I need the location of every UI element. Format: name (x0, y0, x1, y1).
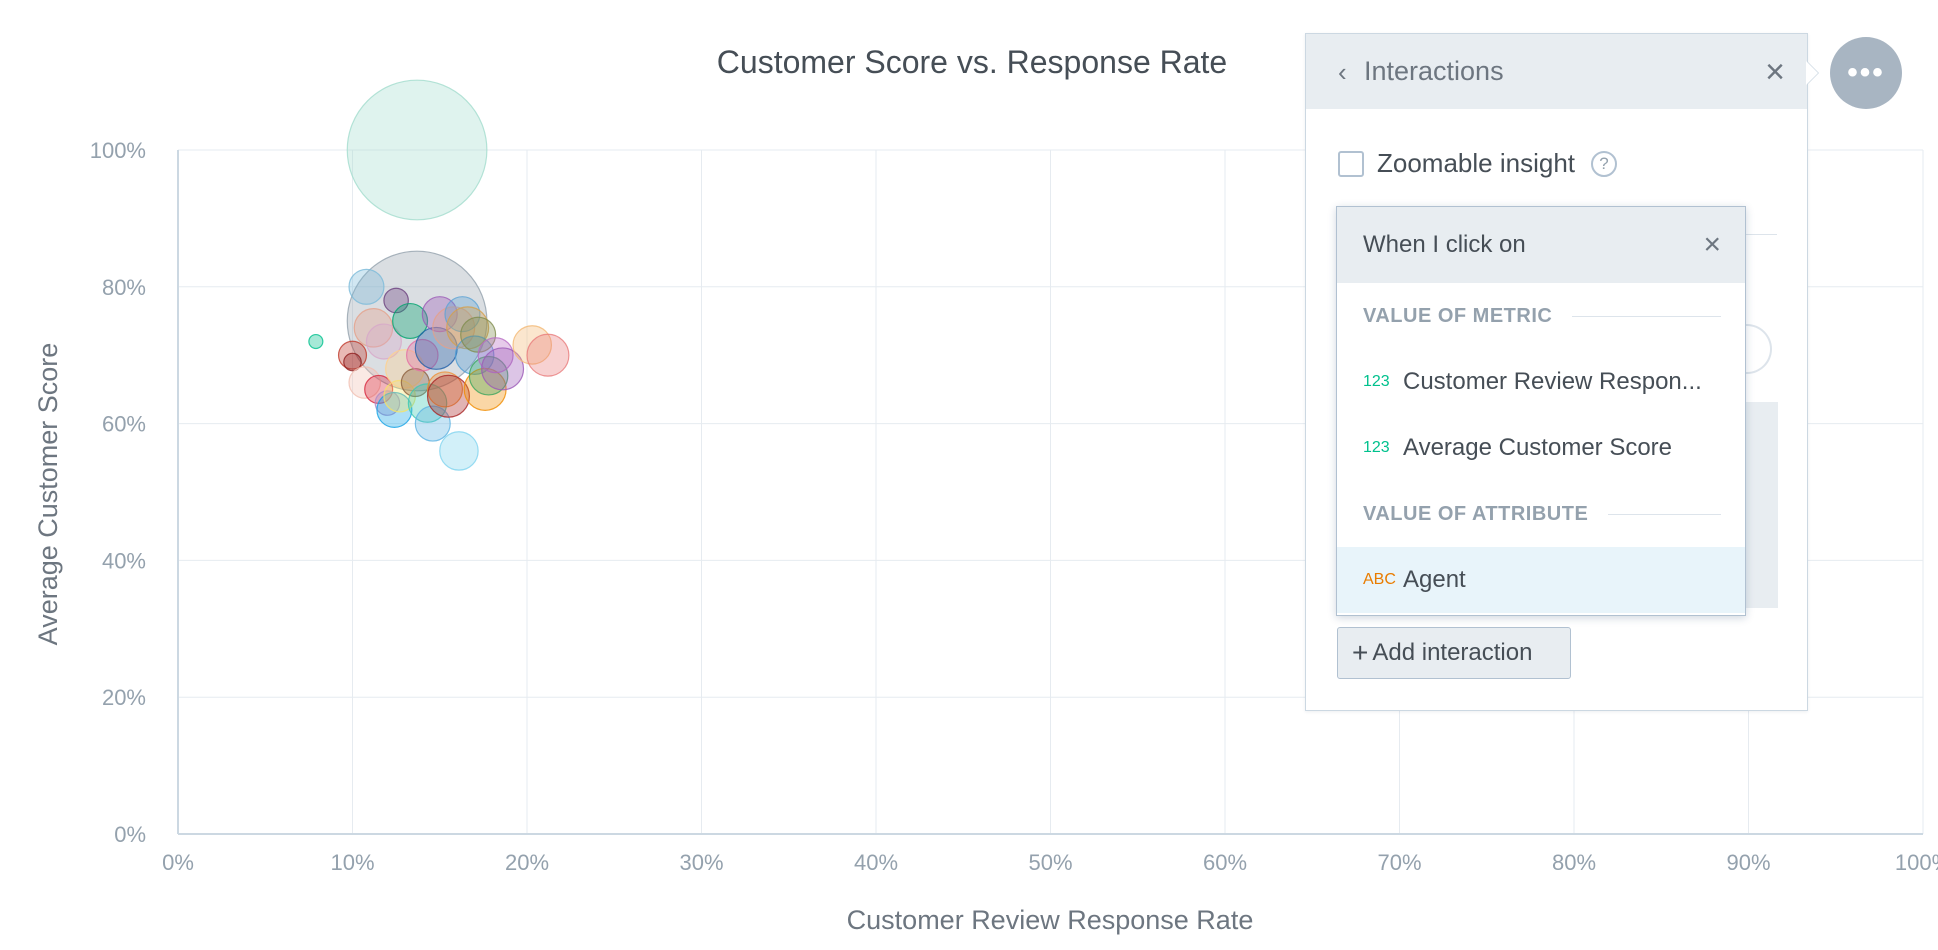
zoomable-insight-label[interactable]: Zoomable insight (1377, 148, 1575, 178)
data-bubble (414, 405, 451, 442)
add-interaction-button[interactable]: + Add interaction (1337, 627, 1571, 679)
section-heading-attribute: VALUE OF ATTRIBUTE (1337, 481, 1745, 547)
data-bubble (343, 352, 362, 372)
y-tick-label: 60% (102, 412, 146, 437)
x-tick-label: 10% (330, 850, 374, 875)
data-bubble (392, 302, 429, 340)
y-tick-label: 20% (102, 685, 146, 710)
y-tick-label: 40% (102, 548, 146, 573)
data-bubble (348, 366, 382, 399)
x-tick-label: 90% (1726, 850, 1770, 875)
data-bubble (383, 287, 409, 314)
data-bubble (481, 347, 525, 391)
y-axis-label: Average Customer Score (33, 343, 63, 646)
y-tick-label: 0% (114, 822, 146, 847)
x-tick-label: 70% (1377, 850, 1421, 875)
click-target-dropdown: When I click on × VALUE OF METRIC 123 Cu… (1336, 206, 1746, 616)
divider (1572, 315, 1721, 317)
x-tick-label: 60% (1203, 850, 1247, 875)
dropdown-item-average-score[interactable]: 123 Average Customer Score (1337, 415, 1745, 481)
data-bubble (426, 374, 471, 418)
x-tick-label: 80% (1552, 850, 1596, 875)
x-tick-label: 40% (854, 850, 898, 875)
data-bubble (421, 296, 458, 333)
y-tick-label: 80% (102, 275, 146, 300)
item-label: Agent (1403, 566, 1466, 593)
data-bubble (337, 340, 368, 370)
item-label: Average Customer Score (1403, 434, 1673, 461)
data-bubble (365, 323, 402, 360)
data-bubble (439, 431, 479, 471)
close-icon[interactable]: × (1765, 52, 1785, 91)
plus-icon: + (1352, 637, 1369, 668)
chart-title: Customer Score vs. Response Rate (717, 44, 1227, 80)
section-label: VALUE OF METRIC (1363, 304, 1553, 327)
divider (1717, 234, 1777, 235)
data-bubble (346, 79, 488, 221)
data-bubble (468, 355, 509, 396)
dropdown-item-agent[interactable]: ABC Agent (1337, 547, 1745, 613)
metric-type-icon: 123 (1363, 439, 1390, 456)
add-interaction-label: Add interaction (1372, 639, 1533, 666)
data-bubble (526, 333, 570, 377)
chevron-left-icon[interactable]: ‹ (1338, 56, 1347, 87)
data-bubble (308, 333, 324, 350)
x-axis-label: Customer Review Response Rate (847, 905, 1254, 935)
section-label: VALUE OF ATTRIBUTE (1363, 502, 1589, 525)
zoomable-insight-row: Zoomable insight ? (1338, 148, 1617, 179)
help-icon[interactable]: ? (1591, 150, 1617, 177)
zoomable-insight-checkbox[interactable] (1338, 150, 1364, 177)
dropdown-title: When I click on (1363, 231, 1526, 258)
data-bubble (374, 390, 401, 416)
x-tick-label: 0% (162, 850, 194, 875)
x-tick-label: 20% (505, 850, 549, 875)
attribute-type-icon: ABC (1363, 571, 1396, 588)
section-heading-metric: VALUE OF METRIC (1337, 283, 1745, 349)
panel-title: Interactions (1364, 56, 1504, 86)
data-bubble (426, 371, 464, 408)
data-bubble (348, 268, 385, 305)
x-tick-label: 100% (1895, 850, 1938, 875)
close-icon[interactable]: × (1703, 228, 1721, 261)
x-tick-label: 50% (1028, 850, 1072, 875)
data-bubble (477, 337, 514, 374)
item-label: Customer Review Respon... (1403, 368, 1702, 395)
panel-header: ‹ Interactions × (1306, 34, 1807, 109)
data-bubble (432, 306, 476, 350)
panel-pointer-arrow (1806, 61, 1818, 85)
data-bubble (346, 250, 488, 392)
x-tick-label: 30% (679, 850, 723, 875)
more-options-button[interactable]: ••• (1830, 37, 1902, 109)
data-bubble (407, 383, 448, 423)
y-tick-label: 100% (90, 138, 146, 163)
dropdown-item-response-rate[interactable]: 123 Customer Review Respon... (1337, 349, 1745, 415)
dropdown-header: When I click on × (1337, 207, 1745, 283)
divider (1608, 513, 1721, 515)
radio-outline (1736, 324, 1772, 374)
data-bubble (444, 296, 481, 333)
data-bubble (385, 349, 425, 389)
data-bubble (405, 338, 439, 372)
data-bubble (376, 391, 413, 428)
metric-type-icon: 123 (1363, 373, 1390, 390)
